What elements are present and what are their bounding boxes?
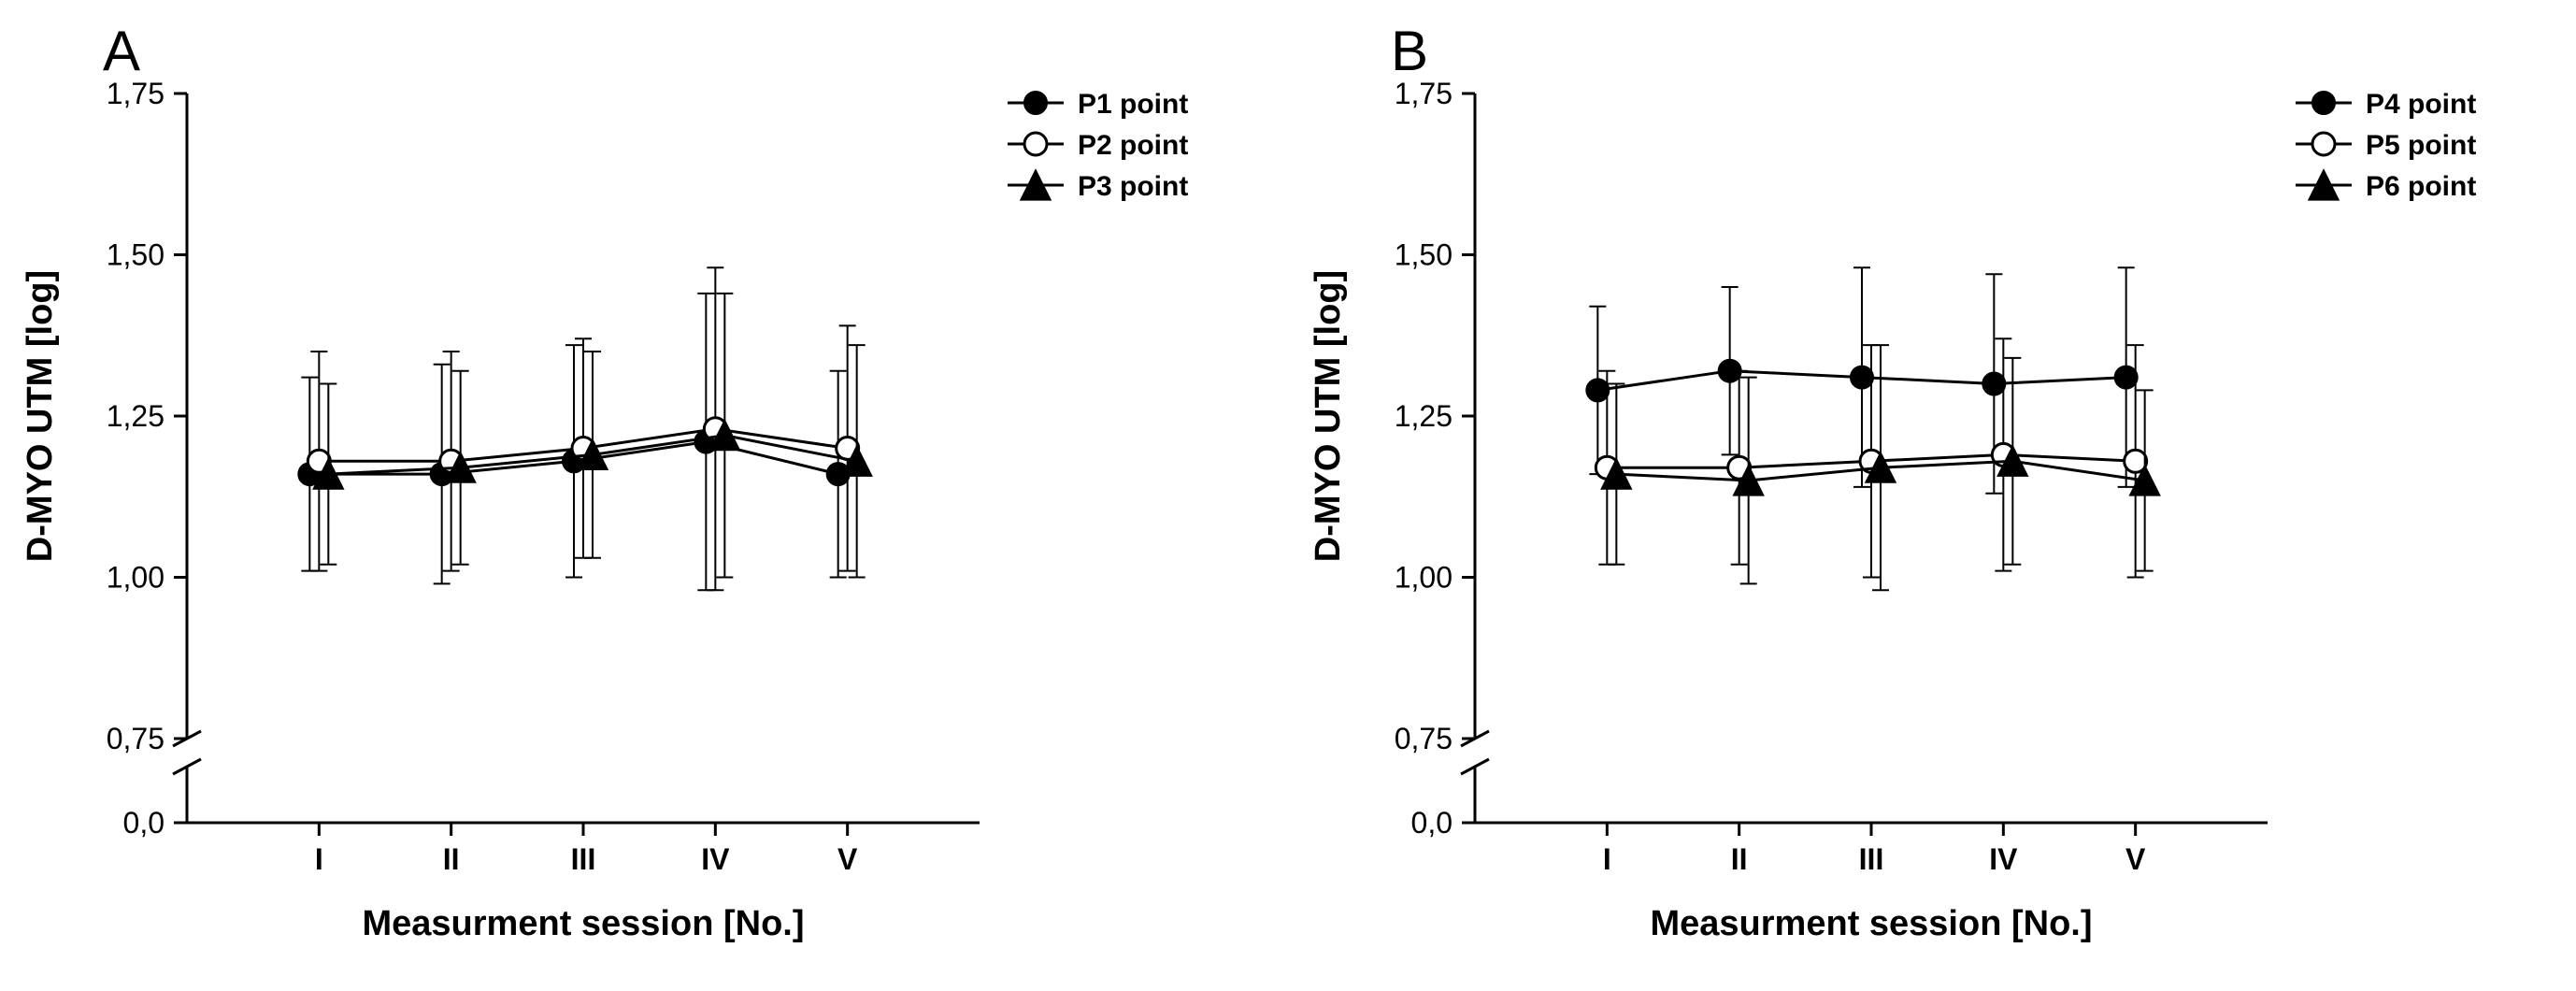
svg-text:V: V xyxy=(2125,842,2146,876)
chart-A: 0,00,751,001,251,501,75IIIIIIIVVD-MYO UT… xyxy=(0,0,1288,991)
svg-text:P4 point: P4 point xyxy=(2366,89,2476,120)
svg-text:P5 point: P5 point xyxy=(2366,130,2476,161)
svg-text:P6 point: P6 point xyxy=(2366,171,2476,202)
svg-text:1,00: 1,00 xyxy=(107,561,165,595)
panel-A: A 0,00,751,001,251,501,75IIIIIIIVVD-MYO … xyxy=(0,0,1288,991)
series-P2-point xyxy=(308,267,858,590)
panel-label-A: A xyxy=(103,19,140,83)
svg-text:II: II xyxy=(443,842,460,876)
svg-text:P1 point: P1 point xyxy=(1078,89,1188,120)
svg-text:0,0: 0,0 xyxy=(1411,806,1453,840)
svg-text:Measurment session [No.]: Measurment session [No.] xyxy=(363,904,805,943)
svg-text:0,75: 0,75 xyxy=(1395,722,1453,755)
panel-B: B 0,00,751,001,251,501,75IIIIIIIVVD-MYO … xyxy=(1288,0,2576,991)
svg-text:P2 point: P2 point xyxy=(1078,130,1188,161)
legend: P1 point P2 point P3 point xyxy=(1008,89,1188,202)
svg-text:1,50: 1,50 xyxy=(107,238,165,272)
svg-text:0,0: 0,0 xyxy=(123,806,165,840)
svg-text:III: III xyxy=(1859,842,1884,876)
svg-text:D-MYO UTM [log]: D-MYO UTM [log] xyxy=(1309,270,1348,562)
legend: P4 point P5 point P6 point xyxy=(2296,89,2476,202)
svg-text:1,50: 1,50 xyxy=(1395,238,1453,272)
svg-text:P3 point: P3 point xyxy=(1078,171,1188,202)
svg-text:II: II xyxy=(1731,842,1748,876)
svg-text:1,25: 1,25 xyxy=(107,399,165,433)
svg-text:III: III xyxy=(571,842,596,876)
svg-text:1,25: 1,25 xyxy=(1395,399,1453,433)
svg-text:I: I xyxy=(315,842,323,876)
series-P3-point xyxy=(314,294,872,578)
svg-text:IV: IV xyxy=(1989,842,2018,876)
svg-text:0,75: 0,75 xyxy=(107,722,165,755)
svg-text:IV: IV xyxy=(701,842,730,876)
figure-container: A 0,00,751,001,251,501,75IIIIIIIVVD-MYO … xyxy=(0,0,2576,991)
svg-text:Measurment session [No.]: Measurment session [No.] xyxy=(1651,904,2093,943)
svg-text:I: I xyxy=(1603,842,1611,876)
svg-text:V: V xyxy=(837,842,858,876)
svg-text:D-MYO UTM [log]: D-MYO UTM [log] xyxy=(21,270,60,562)
series-P5-point xyxy=(1596,338,2146,577)
panel-label-B: B xyxy=(1391,19,1428,83)
svg-text:1,00: 1,00 xyxy=(1395,561,1453,595)
chart-B: 0,00,751,001,251,501,75IIIIIIIVVD-MYO UT… xyxy=(1288,0,2576,991)
